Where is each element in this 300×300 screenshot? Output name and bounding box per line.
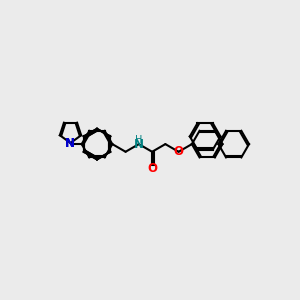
Text: H: H bbox=[135, 135, 142, 145]
Text: O: O bbox=[174, 145, 184, 158]
Text: N: N bbox=[134, 138, 143, 151]
Text: N: N bbox=[65, 137, 75, 151]
Text: O: O bbox=[147, 162, 157, 175]
Text: N: N bbox=[65, 137, 75, 151]
